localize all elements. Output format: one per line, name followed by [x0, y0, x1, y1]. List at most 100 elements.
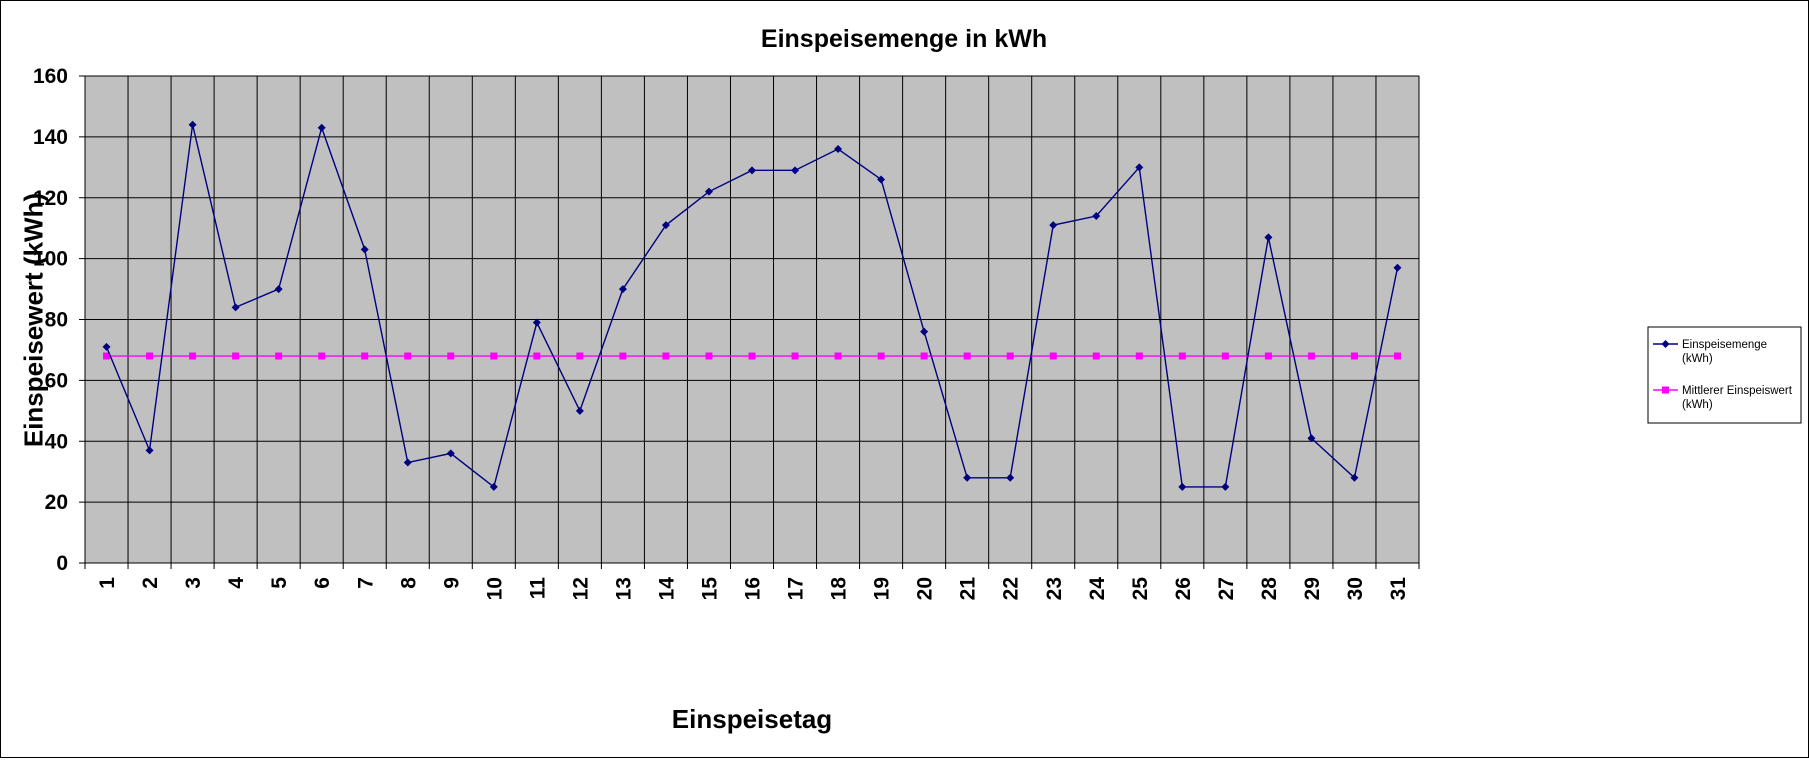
data-point	[661, 221, 670, 230]
data-point	[1049, 221, 1058, 230]
data-point	[1307, 434, 1316, 443]
x-tick-label: 15	[699, 577, 722, 601]
data-point	[791, 166, 800, 175]
x-tick-label: 8	[397, 577, 420, 589]
data-point	[533, 352, 541, 360]
data-point	[1006, 352, 1014, 360]
data-point	[1092, 212, 1101, 221]
x-tick-label: 14	[655, 577, 678, 601]
x-tick-label: 1	[96, 577, 119, 589]
y-tick-label: 120	[33, 187, 68, 210]
x-tick-label: 19	[871, 577, 894, 600]
x-tick-label: 31	[1387, 577, 1410, 601]
data-point	[1092, 352, 1100, 360]
legend-item: Mittlerer Einspeiswert (kWh)	[1653, 385, 1793, 411]
data-point	[1393, 352, 1401, 360]
x-tick-label: 4	[225, 577, 248, 589]
legend-box	[1647, 326, 1802, 424]
legend-marker	[1662, 386, 1669, 394]
data-point	[447, 352, 455, 360]
data-point	[834, 145, 843, 154]
data-point	[1178, 352, 1186, 360]
legend-label: (kWh)	[1682, 353, 1713, 365]
data-point	[619, 352, 627, 360]
data-point	[318, 352, 326, 360]
y-tick-label: 140	[33, 126, 68, 149]
data-point	[403, 458, 412, 467]
data-point	[102, 342, 111, 351]
data-point	[920, 352, 928, 360]
x-tick-label: 29	[1301, 577, 1324, 600]
data-point	[963, 473, 972, 482]
data-point	[705, 352, 713, 360]
data-point	[1049, 352, 1057, 360]
x-tick-label: 10	[483, 577, 506, 600]
data-point	[662, 352, 670, 360]
x-tick-label: 3	[182, 577, 205, 589]
x-tick-label: 17	[785, 577, 808, 600]
data-point	[791, 352, 799, 360]
data-point	[618, 285, 627, 294]
data-point	[532, 318, 541, 327]
data-point	[834, 352, 842, 360]
data-point	[274, 285, 283, 294]
legend-label: Einspeisemenge	[1682, 339, 1767, 351]
data-point	[1221, 352, 1229, 360]
x-tick-label: 26	[1172, 577, 1195, 600]
data-point	[361, 352, 369, 360]
legend: Einspeisemenge(kWh)Mittlerer Einspeiswer…	[1647, 326, 1802, 424]
legend-label: Mittlerer Einspeiswert	[1682, 385, 1793, 397]
x-axis-label: Einspeisetag	[672, 704, 832, 734]
x-tick-label: 7	[354, 577, 377, 589]
y-tick-label: 20	[45, 491, 68, 514]
x-tick-label: 24	[1086, 577, 1109, 601]
series-layer	[102, 120, 1402, 491]
legend-label: (kWh)	[1682, 399, 1713, 411]
data-point	[576, 352, 584, 360]
data-point	[877, 352, 885, 360]
data-point	[317, 123, 326, 132]
x-tick-label: 23	[1043, 577, 1066, 600]
x-tick-label: 12	[569, 577, 592, 600]
x-tick-label: 11	[526, 577, 549, 600]
data-point	[1135, 352, 1143, 360]
y-tick-label: 160	[33, 65, 68, 88]
data-point	[1350, 473, 1359, 482]
data-point	[489, 482, 498, 491]
data-point	[145, 446, 154, 455]
y-tick-label: 100	[33, 248, 68, 271]
data-point	[1221, 482, 1230, 491]
x-tick-label: 22	[1000, 577, 1023, 600]
x-tick-label: 28	[1258, 577, 1281, 601]
x-tick-label: 13	[612, 577, 635, 600]
x-tick-label: 16	[742, 577, 765, 600]
data-point	[1393, 263, 1402, 272]
data-point	[877, 175, 886, 184]
y-tick-label: 60	[45, 369, 68, 392]
data-point	[1264, 233, 1273, 242]
data-point	[446, 449, 455, 458]
x-tick-label: 27	[1215, 577, 1238, 600]
legend-item: Einspeisemenge (kWh)	[1653, 339, 1767, 365]
gridlines	[84, 75, 1420, 564]
x-tick-label: 9	[440, 577, 463, 589]
y-tick-label: 40	[45, 430, 68, 453]
data-point	[275, 352, 283, 360]
data-point	[1135, 163, 1144, 172]
data-point	[146, 352, 154, 360]
data-point	[920, 327, 929, 336]
data-point	[231, 303, 240, 312]
data-point	[1307, 352, 1315, 360]
x-tick-label: 2	[139, 577, 162, 589]
data-point	[1006, 473, 1015, 482]
data-point	[189, 352, 197, 360]
data-point	[360, 245, 369, 254]
data-point	[1350, 352, 1358, 360]
x-tick-label: 18	[828, 577, 851, 601]
data-point	[103, 352, 111, 360]
series-square	[103, 352, 1401, 360]
chart-title: Einspeisemenge in kWh	[761, 25, 1047, 53]
